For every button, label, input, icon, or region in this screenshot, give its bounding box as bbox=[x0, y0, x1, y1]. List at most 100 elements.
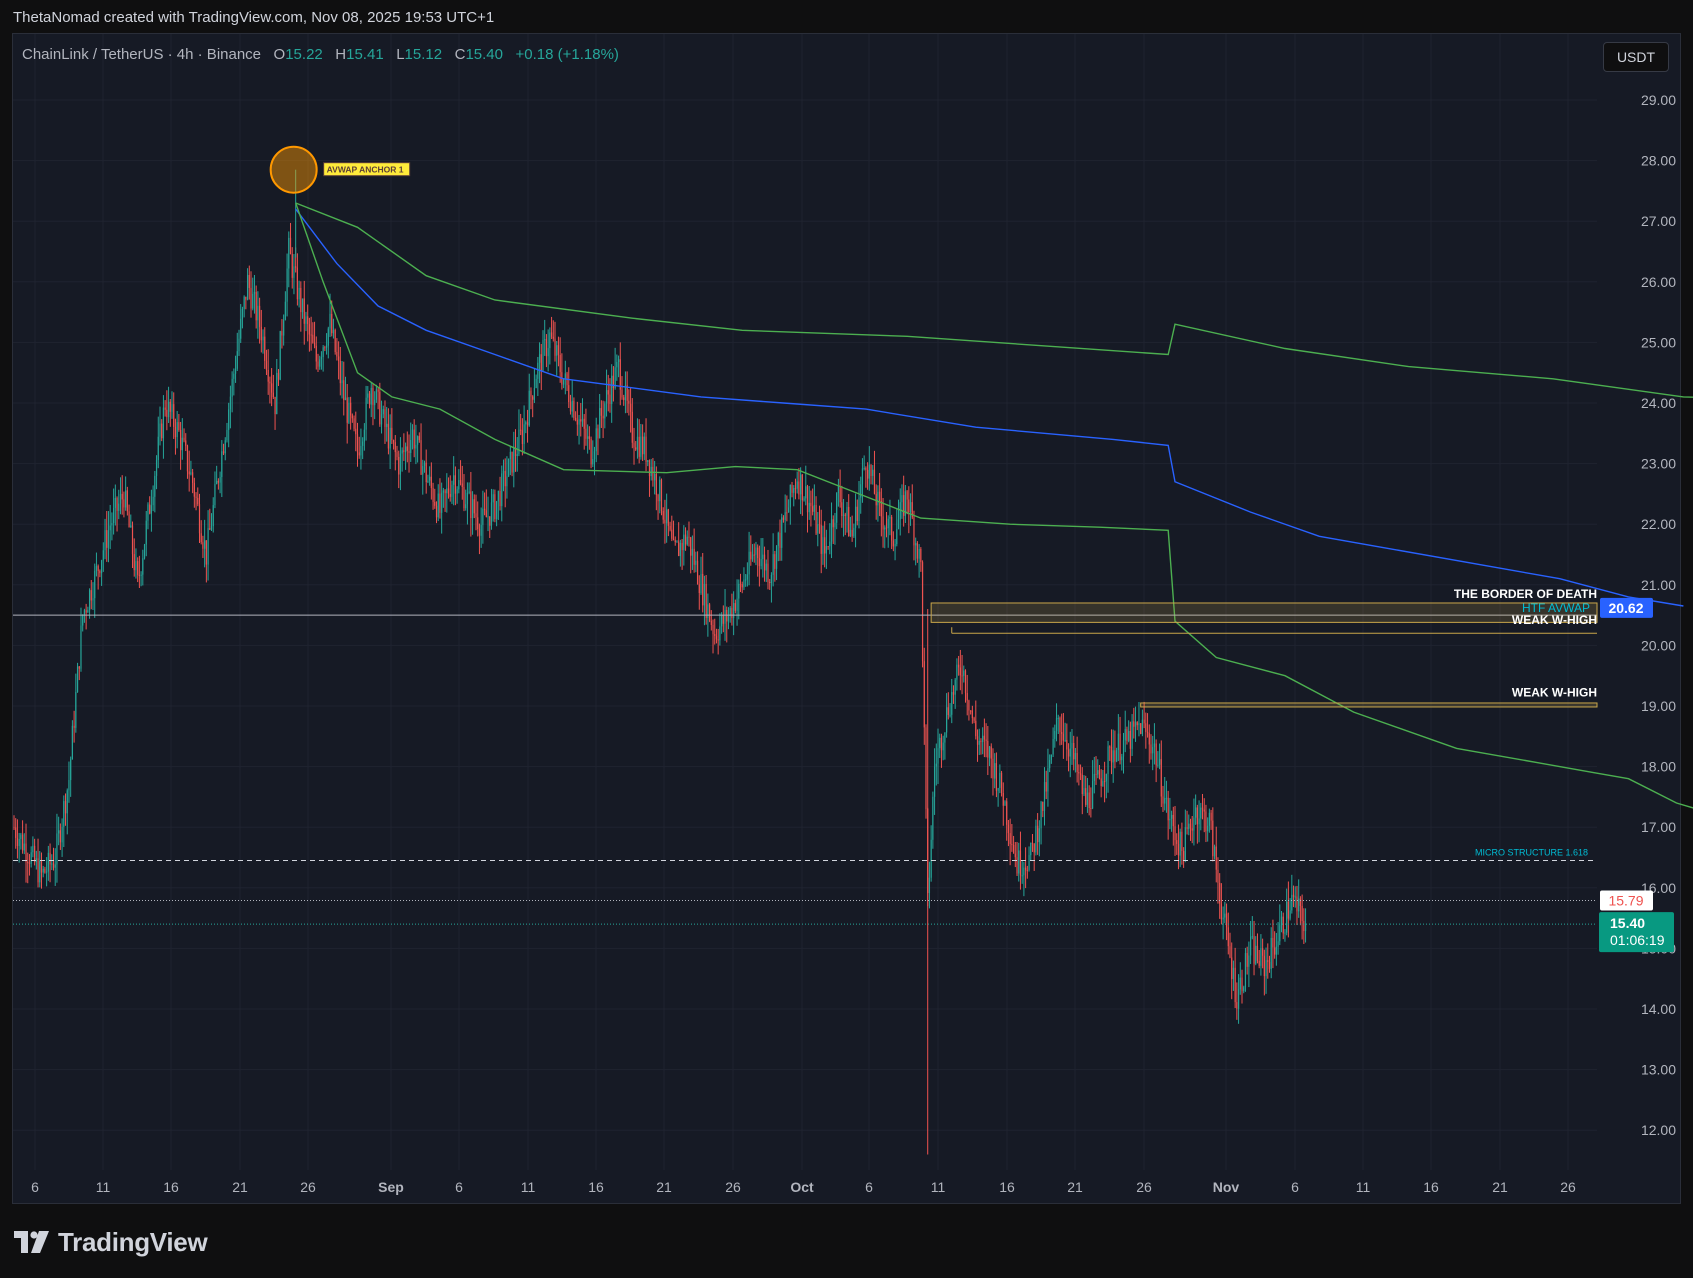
candle-body bbox=[447, 488, 450, 494]
candle-body bbox=[143, 544, 146, 559]
open-label: O bbox=[273, 46, 286, 63]
price-tick-label: 28.00 bbox=[1641, 153, 1676, 169]
candle-body bbox=[800, 474, 802, 495]
candle-body bbox=[37, 858, 39, 883]
candle-body bbox=[176, 422, 178, 438]
candle-body bbox=[47, 852, 49, 872]
candle-body bbox=[508, 459, 510, 477]
candle-body bbox=[34, 845, 36, 863]
candle-body bbox=[1304, 923, 1307, 932]
candle-body bbox=[1174, 826, 1176, 841]
candle-body bbox=[812, 506, 814, 512]
candle-body bbox=[1248, 955, 1250, 967]
candle-body bbox=[334, 329, 336, 353]
candle-body bbox=[1124, 729, 1126, 741]
candle-body bbox=[1213, 846, 1216, 857]
candle-body bbox=[502, 470, 505, 474]
candle-body bbox=[906, 491, 908, 500]
candle-body bbox=[468, 491, 470, 493]
candle-body bbox=[301, 298, 304, 313]
candle-body bbox=[1181, 831, 1183, 851]
candle-body bbox=[1030, 842, 1032, 856]
candle-body bbox=[944, 732, 946, 743]
candle-body bbox=[470, 491, 472, 519]
tradingview-logo: TradingView bbox=[14, 1225, 208, 1259]
candle-body bbox=[848, 506, 850, 537]
candle-body bbox=[894, 544, 896, 547]
candle-body bbox=[877, 491, 879, 506]
candle-body bbox=[1165, 797, 1168, 799]
candle-body bbox=[573, 400, 575, 418]
candle-body bbox=[245, 296, 247, 300]
time-tick-label: 16 bbox=[1423, 1179, 1439, 1195]
currency-button[interactable]: USDT bbox=[1603, 42, 1669, 72]
candle-body bbox=[918, 548, 920, 559]
candle-body bbox=[853, 527, 855, 537]
candle-body bbox=[276, 372, 278, 415]
candle-body bbox=[181, 437, 183, 451]
candle-body bbox=[839, 486, 841, 503]
candle-body bbox=[994, 763, 996, 779]
symbol-legend: ChainLink / TetherUS · 4h · Binance O15.… bbox=[22, 46, 619, 63]
candle-body bbox=[363, 429, 365, 442]
candle-body bbox=[319, 359, 321, 367]
candle-body bbox=[1091, 781, 1094, 809]
candle-body bbox=[459, 480, 462, 484]
candle-body bbox=[219, 477, 221, 483]
candle-body bbox=[872, 469, 874, 476]
candle-body bbox=[1136, 722, 1138, 726]
change-value: +0.18 (+1.18%) bbox=[515, 46, 619, 63]
candle-body bbox=[406, 446, 408, 451]
candle-body bbox=[1262, 948, 1264, 956]
candle-body bbox=[358, 452, 360, 456]
candle-body bbox=[286, 268, 288, 302]
candle-body bbox=[1007, 824, 1010, 834]
candle-body bbox=[1023, 867, 1025, 876]
candle-body bbox=[1090, 807, 1092, 809]
candle-body bbox=[937, 748, 939, 764]
candle-body bbox=[59, 830, 61, 843]
candle-body bbox=[418, 436, 420, 441]
candle-body bbox=[624, 385, 627, 401]
candle-body bbox=[478, 529, 481, 536]
candle-body bbox=[1170, 814, 1173, 819]
candle-body bbox=[32, 845, 34, 853]
candle-body bbox=[1138, 723, 1140, 726]
candle-body bbox=[339, 360, 341, 384]
candle-body bbox=[1045, 782, 1047, 792]
candle-body bbox=[236, 351, 238, 369]
candle-body bbox=[1274, 947, 1276, 955]
candle-body bbox=[192, 472, 194, 483]
time-tick-label: 11 bbox=[1356, 1179, 1371, 1195]
candle-body bbox=[449, 493, 451, 497]
candle-body bbox=[39, 861, 41, 883]
candle-body bbox=[1131, 721, 1133, 749]
candle-body bbox=[1031, 842, 1034, 844]
candle-body bbox=[262, 336, 264, 341]
candle-body bbox=[568, 385, 570, 403]
candle-body bbox=[188, 471, 190, 475]
candle-body bbox=[198, 504, 201, 534]
candle-body bbox=[207, 528, 209, 565]
candle-body bbox=[921, 562, 924, 662]
candle-body bbox=[295, 266, 297, 268]
time-tick-label: Sep bbox=[378, 1179, 404, 1195]
candle-body bbox=[246, 274, 249, 300]
candle-body bbox=[1004, 801, 1006, 806]
candle-body bbox=[362, 441, 364, 446]
candle-body bbox=[1002, 793, 1004, 806]
time-tick-label: 21 bbox=[1492, 1179, 1508, 1195]
symbol-name[interactable]: ChainLink / TetherUS · 4h · Binance bbox=[22, 46, 262, 63]
candle-body bbox=[616, 361, 618, 368]
candle-body bbox=[844, 514, 846, 516]
candle-body bbox=[825, 546, 827, 554]
candle-body bbox=[779, 532, 781, 548]
candle-body bbox=[538, 354, 541, 363]
candle-body bbox=[205, 540, 207, 565]
candle-body bbox=[92, 598, 94, 601]
candle-body bbox=[552, 336, 554, 339]
candle-body bbox=[743, 579, 745, 588]
candle-body bbox=[432, 488, 434, 502]
candle-body bbox=[1291, 894, 1293, 911]
